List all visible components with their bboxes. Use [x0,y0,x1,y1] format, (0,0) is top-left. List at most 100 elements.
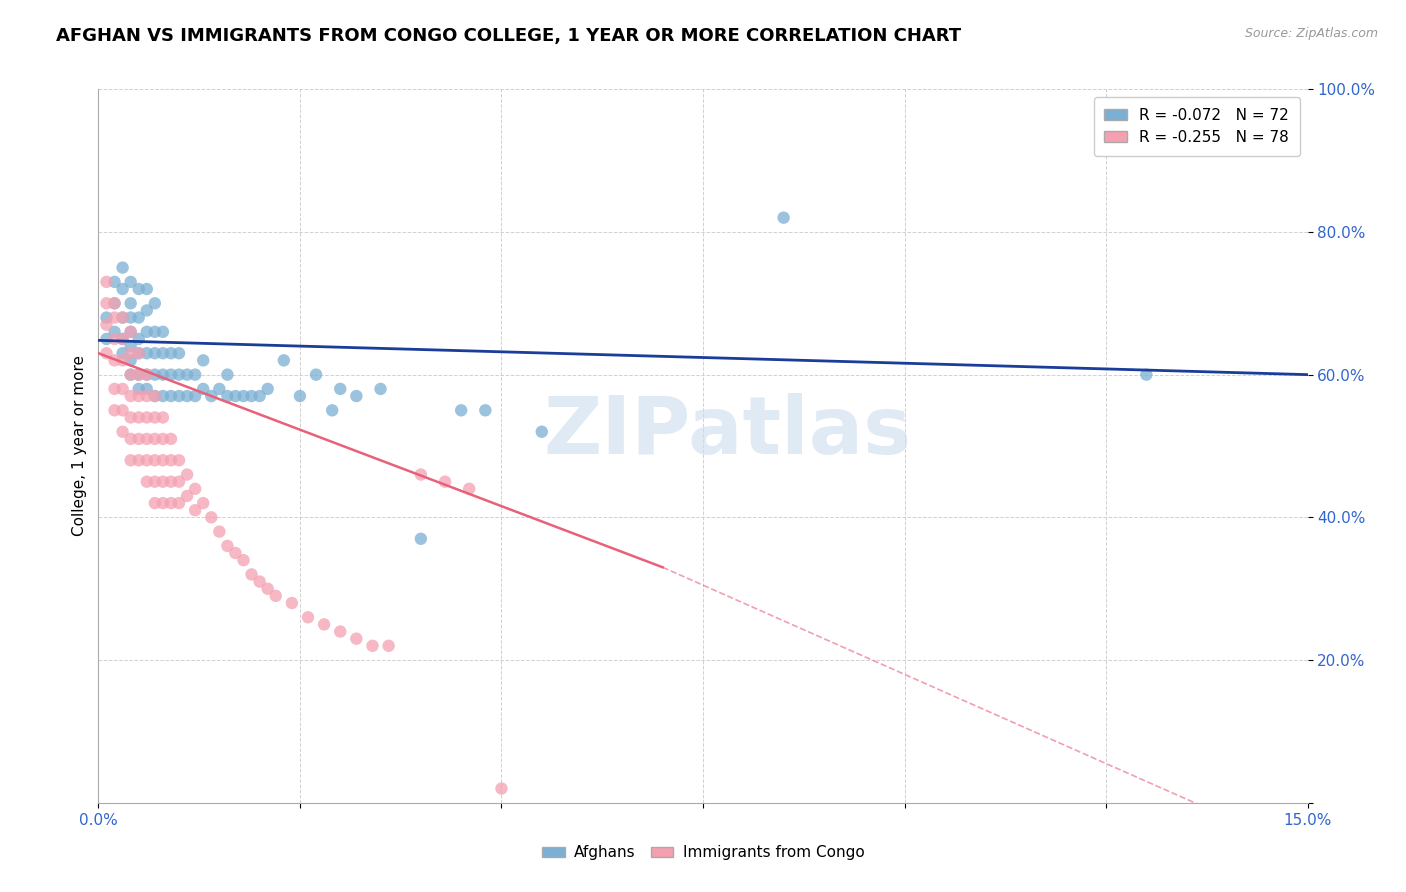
Point [232,553,254,567]
Point [329,624,352,639]
Point [120,339,142,353]
Point [120,325,142,339]
Point [103,310,125,325]
Point [152,325,174,339]
Point [103,332,125,346]
Point [288,389,311,403]
Point [128,346,150,360]
Point [103,275,125,289]
Point [111,353,134,368]
Point [160,496,183,510]
Point [184,503,207,517]
Point [152,475,174,489]
Point [184,482,207,496]
Point [120,368,142,382]
Point [128,368,150,382]
Point [314,617,336,632]
Point [167,453,190,467]
Point [135,346,157,360]
Point [160,475,183,489]
Point [103,403,125,417]
Point [128,368,150,382]
Point [264,589,287,603]
Point [143,346,166,360]
Point [160,453,183,467]
Point [217,539,239,553]
Text: ZIPatlas: ZIPatlas [543,392,911,471]
Point [143,432,166,446]
Point [111,346,134,360]
Point [120,310,142,325]
Point [135,303,157,318]
Point [160,432,183,446]
Point [143,410,166,425]
Point [96,275,118,289]
Point [409,467,432,482]
Point [111,382,134,396]
Legend: Afghans, Immigrants from Congo: Afghans, Immigrants from Congo [536,839,870,866]
Point [193,382,215,396]
Point [135,453,157,467]
Point [167,475,190,489]
Point [184,368,207,382]
Point [377,639,399,653]
Point [281,596,304,610]
Point [224,389,246,403]
Point [152,496,174,510]
Point [256,582,278,596]
Point [240,389,263,403]
Point [135,368,157,382]
Point [361,639,384,653]
Point [208,382,231,396]
Point [128,310,150,325]
Point [128,453,150,467]
Point [120,325,142,339]
Point [135,475,157,489]
Point [96,310,118,325]
Point [152,410,174,425]
Point [256,382,278,396]
Point [160,346,183,360]
Point [249,574,271,589]
Point [111,310,134,325]
Point [135,389,157,403]
Point [167,496,190,510]
Point [167,346,190,360]
Point [344,389,367,403]
Point [143,496,166,510]
Point [224,546,246,560]
Point [321,403,343,417]
Point [208,524,231,539]
Point [120,453,142,467]
Point [152,346,174,360]
Point [491,781,513,796]
Text: Source: ZipAtlas.com: Source: ZipAtlas.com [1244,27,1378,40]
Point [120,389,142,403]
Point [120,353,142,368]
Point [200,389,222,403]
Point [128,410,150,425]
Point [152,368,174,382]
Point [458,482,481,496]
Point [143,368,166,382]
Point [111,260,134,275]
Point [111,332,134,346]
Point [128,332,150,346]
Point [193,496,215,510]
Point [217,368,239,382]
Point [217,389,239,403]
Point [530,425,553,439]
Point [103,296,125,310]
Point [152,389,174,403]
Point [103,296,125,310]
Point [176,368,198,382]
Y-axis label: College, 1 year or more: College, 1 year or more [72,356,87,536]
Point [160,368,183,382]
Point [193,353,215,368]
Point [152,432,174,446]
Point [135,325,157,339]
Point [128,282,150,296]
Point [143,475,166,489]
Point [344,632,367,646]
Point [103,353,125,368]
